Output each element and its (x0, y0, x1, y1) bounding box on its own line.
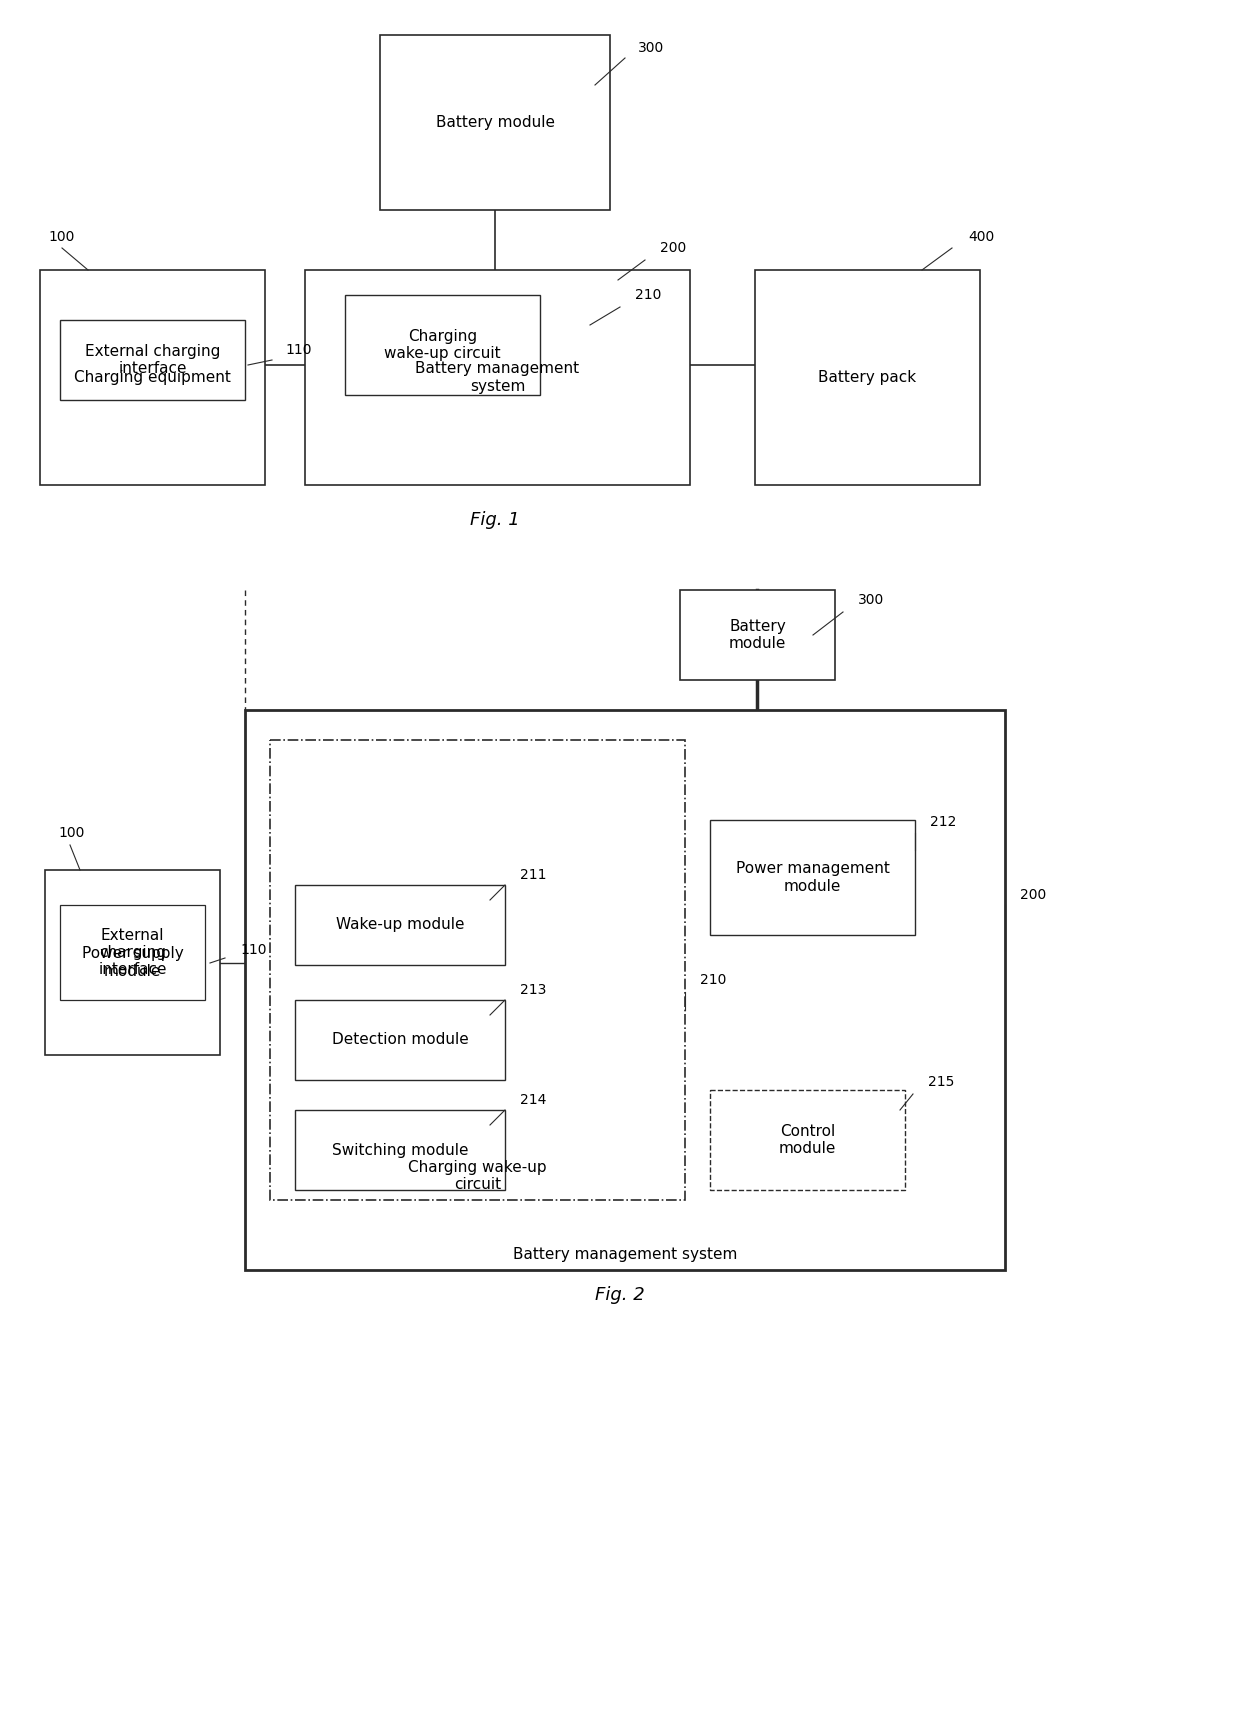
Text: 210: 210 (701, 973, 727, 987)
Text: Battery management system: Battery management system (513, 1247, 738, 1262)
Text: Charging
wake-up circuit: Charging wake-up circuit (384, 329, 501, 362)
Text: 110: 110 (241, 944, 267, 957)
Text: Control
module: Control module (779, 1124, 836, 1155)
Bar (711, 1090, 905, 1190)
Text: 100: 100 (58, 827, 84, 840)
Bar (270, 740, 684, 1200)
Text: Switching module: Switching module (332, 1142, 469, 1157)
Text: Power supply
module: Power supply module (82, 947, 184, 978)
Bar (711, 820, 915, 935)
Text: Fig. 1: Fig. 1 (470, 511, 520, 529)
Text: 200: 200 (660, 241, 686, 255)
Bar (295, 885, 505, 964)
Bar (755, 270, 980, 486)
Text: 215: 215 (928, 1075, 955, 1088)
Text: 100: 100 (48, 231, 74, 245)
Text: Battery
module: Battery module (729, 618, 786, 651)
Text: Battery pack: Battery pack (818, 370, 916, 386)
Bar (305, 270, 689, 486)
Text: External charging
interface: External charging interface (84, 344, 221, 375)
Text: 300: 300 (858, 592, 884, 606)
Text: 200: 200 (1021, 889, 1047, 902)
Text: Fig. 2: Fig. 2 (595, 1286, 645, 1304)
Text: Battery management
system: Battery management system (415, 362, 579, 394)
Text: 210: 210 (635, 288, 661, 301)
Bar (345, 294, 539, 394)
Text: Power management
module: Power management module (735, 861, 889, 894)
Text: Wake-up module: Wake-up module (336, 918, 464, 933)
Text: 213: 213 (520, 983, 547, 997)
Text: 110: 110 (285, 343, 311, 356)
Text: Charging wake-up
circuit: Charging wake-up circuit (408, 1159, 547, 1192)
Bar (379, 34, 610, 210)
Bar (246, 709, 1004, 1271)
Bar (60, 320, 246, 400)
Bar (295, 1111, 505, 1190)
Text: 214: 214 (520, 1093, 547, 1107)
Text: Detection module: Detection module (331, 1033, 469, 1047)
Text: Battery module: Battery module (435, 115, 554, 129)
Bar (45, 870, 219, 1056)
Bar (295, 1000, 505, 1080)
Bar (680, 591, 835, 680)
Text: 211: 211 (520, 868, 547, 882)
Bar (40, 270, 265, 486)
Text: External
charging
interface: External charging interface (98, 928, 166, 978)
Text: 400: 400 (968, 231, 994, 245)
Text: 300: 300 (639, 41, 665, 55)
Text: Charging equipment: Charging equipment (74, 370, 231, 386)
Text: 212: 212 (930, 815, 956, 828)
Bar (60, 906, 205, 1000)
